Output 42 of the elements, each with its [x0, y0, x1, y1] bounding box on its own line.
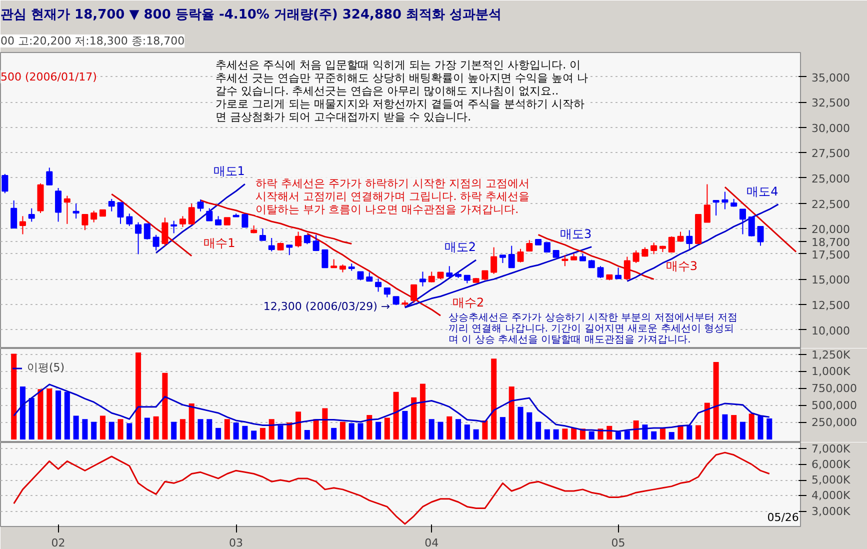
annotation: 12,300 (2006/03/29) →: [263, 300, 390, 313]
series-label: 매도3: [560, 226, 592, 241]
annotation: 추세선은 주식에 처음 입문할때 익히게 되는 가장 기본적인 사항입니다. 이 추세선 긋는 연습만 꾸준히해도 상당히 배팅확률이 높아지면 수익을 높여 나 갈수 있습니다. 추세선긋는 연습은 아무리 많이해도 지나침이 없지요.. 가로로 그리게 되는 매물지지와 저항선까지 곁들여 주식을 분석하기 시작하 면 금상첨화가 되어 고수대접까지 받을 수 있습니다.: [216, 58, 588, 124]
y-tick-label: 6,000K: [812, 458, 851, 471]
annotation: 05/26: [767, 510, 799, 524]
y-tick-label: 25,000: [812, 172, 850, 186]
annotation: 500 (2006/01/17): [0, 70, 97, 84]
y-tick-label: 750,000: [812, 382, 857, 395]
annotation: 상승추세선은 주가가 상승하기 시작한 부분의 저점에서부터 저점 끼리 연결해 나갑니다. 기간이 길어지면 새로운 추세선이 형성되 며 이 상승 추세선을 이탈할때 매도관점을 가져갑니다.: [448, 312, 738, 346]
series-label: 매도2: [444, 240, 476, 254]
y-tick-label: 12,500: [812, 298, 850, 312]
y-tick-label: 27,500: [812, 147, 850, 160]
chart-title: 관심 현재가 18,700 ▼ 800 등락율 -4.10% 거래량(주) 324,880 최적화 성과분석: [0, 8, 502, 22]
x-tick-label: 03: [229, 536, 244, 549]
legend-label: 이평(5): [27, 360, 65, 375]
x-tick-label: 04: [424, 536, 439, 549]
x-tick-label: 02: [51, 536, 66, 549]
series-label: 매도4: [746, 184, 778, 198]
series-label: 매도1: [213, 164, 245, 178]
y-tick-label: 15,000: [812, 274, 850, 287]
y-tick-label: 17,500: [812, 248, 850, 262]
series-label: 매수3: [666, 259, 698, 274]
y-tick-label: 32,500: [812, 96, 850, 110]
y-tick-label: 500,000: [812, 399, 857, 412]
y-tick-label: 35,000: [812, 71, 850, 84]
x-tick-label: 05: [611, 536, 626, 549]
chart-subtitle: 00 고:20,200 저:18,300 종:18,700: [0, 34, 185, 48]
y-tick-label: 10,000: [812, 324, 850, 338]
y-tick-label: 22,500: [812, 198, 850, 211]
series-label: 매수1: [204, 236, 236, 250]
series-label: 매수2: [452, 296, 484, 310]
y-tick-label: 20,000: [812, 223, 850, 236]
y-tick-label: 1,000K: [812, 364, 851, 378]
y-tick-label: 3,000K: [812, 504, 851, 518]
y-tick-label: 18,700: [812, 236, 850, 250]
annotation: 하락 추세선은 주가가 하락하기 시작한 지점의 고점에서 시작해서 고점끼리 연결해가며 그립니다. 하락 추세선을 이탈하는 부가 흐름이 나오면 매수관점을 가져갑니다.: [256, 176, 530, 216]
y-tick-label: 1,250K: [812, 348, 851, 362]
y-tick-label: 4,000K: [812, 489, 851, 502]
y-tick-label: 250,000: [812, 416, 857, 430]
y-tick-label: 5,000K: [812, 474, 851, 487]
y-tick-label: 30,000: [812, 122, 850, 135]
y-tick-label: 7,000K: [812, 442, 851, 456]
